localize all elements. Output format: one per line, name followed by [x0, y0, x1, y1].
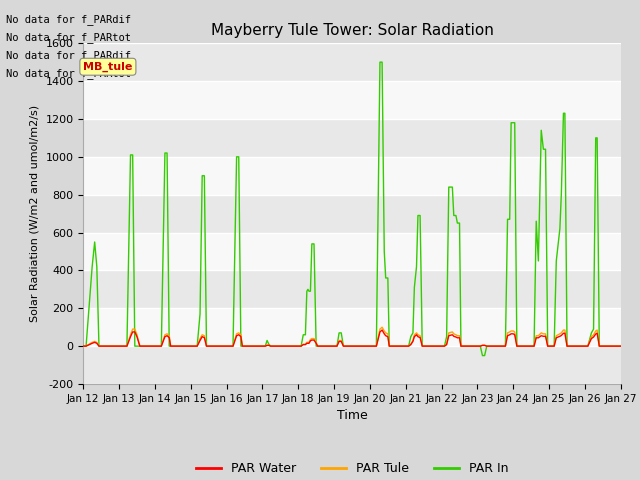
Bar [83, 195, 621, 232]
Bar [83, 157, 621, 195]
Title: Mayberry Tule Tower: Solar Radiation: Mayberry Tule Tower: Solar Radiation [211, 23, 493, 38]
X-axis label: Time: Time [337, 409, 367, 422]
Y-axis label: Solar Radiation (W/m2 and umol/m2/s): Solar Radiation (W/m2 and umol/m2/s) [30, 105, 40, 322]
Text: No data for f_PARtot: No data for f_PARtot [6, 68, 131, 79]
Bar [83, 308, 621, 346]
Text: No data for f_PARtot: No data for f_PARtot [6, 32, 131, 43]
Legend: PAR Water, PAR Tule, PAR In: PAR Water, PAR Tule, PAR In [191, 457, 513, 480]
Text: MB_tule: MB_tule [83, 61, 132, 72]
Text: No data for f_PARdif: No data for f_PARdif [6, 13, 131, 24]
Bar [83, 270, 621, 308]
Bar [83, 43, 621, 81]
Text: No data for f_PARdif: No data for f_PARdif [6, 50, 131, 61]
Bar [83, 232, 621, 270]
Bar [83, 81, 621, 119]
Bar [83, 119, 621, 157]
Bar [83, 346, 621, 384]
